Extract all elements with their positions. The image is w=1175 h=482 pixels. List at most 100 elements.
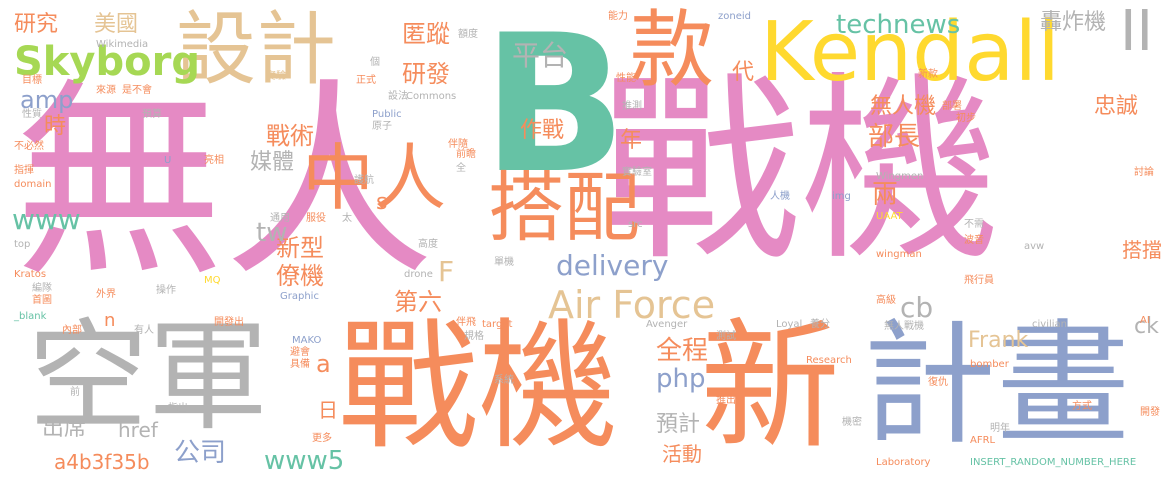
word-domain: domain xyxy=(14,179,52,190)
word-afrl: AFRL xyxy=(970,435,996,446)
word-air-force: Air Force xyxy=(548,283,716,327)
word-avenger: Avenger xyxy=(646,319,688,330)
word-jubei: 具備 xyxy=(290,359,310,370)
word-diliu: 第六 xyxy=(394,288,442,316)
word-buzhang: 部長 xyxy=(868,122,921,152)
word-kratos: Kratos xyxy=(14,269,47,280)
word-xin: 新 xyxy=(700,306,841,469)
word-caozuo: 操作 xyxy=(156,285,176,296)
word-zoneid: zoneid xyxy=(718,11,751,22)
word-src: src xyxy=(628,219,643,230)
word-pingtai: 平台 xyxy=(512,39,569,72)
word-nian: 年 xyxy=(620,128,643,153)
word-tai: 太 xyxy=(342,213,352,224)
word-zhong: 中 xyxy=(302,136,375,220)
word-quancheng: 全程 xyxy=(656,336,709,366)
word-s: s xyxy=(376,190,388,215)
word-yanfa: 研發 xyxy=(402,60,450,88)
word-skyborg: Skyborg xyxy=(14,39,200,85)
word-graphic: Graphic xyxy=(280,291,319,302)
word-chubu: 初步 xyxy=(956,113,976,124)
word-zhongcheng: 忠誠 xyxy=(1094,94,1139,119)
word-kuan: 款 xyxy=(630,1,715,99)
word-zhanji-orange: 戰機 xyxy=(338,306,619,469)
word-href: href xyxy=(118,418,158,442)
word-fuchou: 復仇 xyxy=(928,377,948,388)
word-delivery: delivery xyxy=(556,249,669,282)
word-ck: ck xyxy=(1134,314,1159,339)
word-jihua: 計畫 xyxy=(862,307,1131,463)
word-shiyanshi: 實驗室 xyxy=(622,167,652,178)
word-ge: 個 xyxy=(370,57,380,68)
word-ren: 人 xyxy=(374,136,447,220)
word-shiyan: 實驗 xyxy=(266,71,286,82)
word-public: Public xyxy=(372,109,402,120)
word-liaoji: 僚機 xyxy=(276,262,324,290)
word-meiti: 媒體 xyxy=(250,150,295,175)
word-sheji: 設計 xyxy=(176,3,336,96)
word-wikimedia: Wikimedia xyxy=(96,39,149,50)
word-banfei: 伴飛 xyxy=(456,317,476,328)
word-edu: 額度 xyxy=(458,29,478,40)
word-wurenjia: 無人 xyxy=(14,60,435,305)
word-laiyuan: 來源 xyxy=(96,85,116,96)
word-zuozhan: 作戰 xyxy=(520,118,565,143)
word-yuanzi: 原子 xyxy=(372,121,392,132)
word-insert-random-number: INSERT_RANDOM_NUMBER_HERE xyxy=(970,457,1137,468)
word-shoutu: 首圖 xyxy=(32,295,52,306)
word-tw: tw xyxy=(256,218,288,248)
word-guige: 規格 xyxy=(464,331,484,342)
word-gongsi: 公司 xyxy=(174,438,227,468)
word-xinkuan: 新款 xyxy=(918,69,938,80)
word-feixingyuan: 飛行員 xyxy=(964,275,994,286)
word-qian: 前 xyxy=(70,387,80,398)
word-mako: MAKO xyxy=(292,335,322,346)
word-civilian: civilian xyxy=(1032,319,1067,330)
word-huodong: 活動 xyxy=(662,442,702,466)
word-boyin: 波音 xyxy=(964,235,984,246)
word-wurenji-small: 無人機 xyxy=(870,94,937,119)
word-research: Research xyxy=(806,355,852,366)
word-mingnian: 明年 xyxy=(990,423,1010,434)
word-fuyi: 服役 xyxy=(306,213,326,224)
word-tuice: 推測 xyxy=(622,101,642,112)
word-ceshi: 測試 xyxy=(716,331,736,342)
word-tongyong: 通用 xyxy=(270,213,290,224)
word-huhang: 護航 xyxy=(354,175,374,186)
word-uaat: UAAT xyxy=(876,211,903,222)
word-nizong: 匿蹤 xyxy=(402,20,450,48)
word-mubiao: 目標 xyxy=(22,75,42,86)
word-danji: 單機 xyxy=(494,257,514,268)
word-jimi: 機密 xyxy=(842,417,862,428)
word-ai: AI xyxy=(1140,315,1150,326)
word-gengduo: 更多 xyxy=(312,433,332,444)
word-zhanshu: 戰術 xyxy=(266,122,314,150)
word-a4b3f35b: a4b3f35b xyxy=(54,450,150,474)
word-top: top xyxy=(14,239,31,250)
word-shibuhui: 是不會 xyxy=(122,85,152,96)
word-php: php xyxy=(656,364,706,394)
word-wurenzhanji-small: 無人戰機 xyxy=(884,321,924,332)
word-neibu: 內部 xyxy=(62,325,82,336)
word-gaodu: 高度 xyxy=(418,239,438,250)
word-amp: amp xyxy=(20,86,74,114)
word-fangshi: 方式 xyxy=(1072,401,1092,412)
word-dai: 代 xyxy=(732,60,755,85)
word-blank: _blank xyxy=(14,311,47,322)
word-waijie: 外界 xyxy=(96,289,116,300)
word-kendall: Kendall xyxy=(760,5,1060,100)
word-buxu: 不需 xyxy=(964,219,984,230)
word-shefa: 設法 xyxy=(388,91,408,102)
word-ri: 日 xyxy=(318,398,338,422)
word-chuxi: 出席 xyxy=(42,416,87,441)
word-commons: Commons xyxy=(406,91,457,102)
word-quan: 全 xyxy=(456,163,466,174)
word-biandui: 編隊 xyxy=(32,283,52,294)
word-f: F xyxy=(438,255,455,288)
word-bomber: bomber xyxy=(970,359,1009,370)
word-bubiran: 不必然 xyxy=(14,141,44,152)
word-gaoji: 高級 xyxy=(876,295,896,306)
word-laboratory: Laboratory xyxy=(876,457,931,468)
word-qianzhan: 前瞻 xyxy=(456,149,476,160)
